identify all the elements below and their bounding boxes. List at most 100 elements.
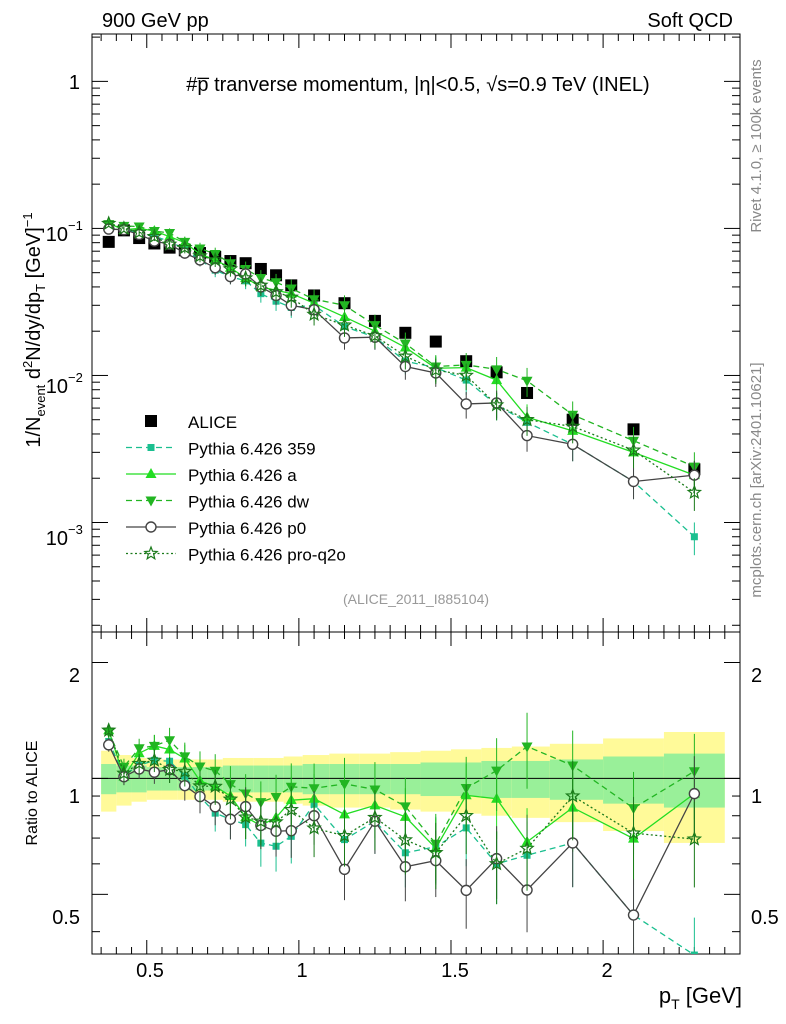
- data-point: [222, 260, 239, 276]
- legend-label: Pythia 6.426 359: [188, 440, 316, 459]
- xtick-0.5: 0.5: [136, 960, 164, 982]
- main-title: #p̅ tranverse momentum, |η|<0.5, √s=0.9 …: [186, 74, 649, 96]
- mcplots-label: mcplots.cern.ch [arXiv:2401.10621]: [748, 362, 765, 597]
- ratio-point: [283, 801, 299, 817]
- ratio-band-inner: [549, 759, 604, 800]
- ratio-point: [690, 951, 698, 954]
- xtick-1: 1: [296, 960, 307, 982]
- legend-marker: [145, 496, 157, 507]
- ratio-point: [688, 787, 701, 800]
- main-y-tick-labels: 1 10 −1 10 −2 10 −3: [46, 72, 83, 550]
- ratio-band-inner: [253, 765, 269, 793]
- ratio-point: [397, 831, 414, 847]
- legend-item: Pythia 6.426 p0: [126, 519, 306, 538]
- legend-item: Pythia 6.426 a: [126, 466, 297, 485]
- ratio-uncertainty-bands: [101, 731, 725, 843]
- ratio-point: [161, 761, 178, 777]
- ratio-plot-frame: [91, 631, 741, 955]
- header-left: 900 GeV pp: [102, 10, 209, 32]
- ratio-point: [146, 752, 163, 767]
- data-point: [101, 215, 117, 231]
- ratio-band-inner: [420, 762, 451, 797]
- svg-text:1/Nevent d2N/dy/dpT [GeV]−1: 1/Nevent d2N/dy/dpT [GeV]−1: [20, 212, 48, 447]
- main-plot-series: [101, 215, 703, 556]
- ratio-point: [367, 809, 383, 825]
- ratio-ytick-1-left: 1: [69, 786, 80, 808]
- data-point: [339, 301, 351, 312]
- legend-item: Pythia 6.426 pro-q2o: [126, 545, 346, 565]
- data-point: [460, 398, 472, 410]
- ratio-ytick-2-right: 2: [751, 665, 762, 687]
- ratio-band-inner: [511, 760, 550, 798]
- data-point: [283, 289, 299, 304]
- data-point: [102, 235, 115, 248]
- ratio-point: [270, 792, 282, 803]
- data-point: [491, 365, 503, 376]
- ratio-point: [564, 787, 581, 803]
- data-point: [627, 475, 640, 488]
- data-point: [306, 306, 322, 322]
- ratio-point: [179, 752, 191, 763]
- legend-label: Pythia 6.426 a: [188, 466, 297, 485]
- ratio-point: [458, 807, 474, 823]
- ratio-point: [336, 827, 353, 843]
- data-point: [521, 376, 533, 387]
- ratio-point: [428, 844, 444, 860]
- x-axis-label: pT [GeV]: [659, 983, 742, 1012]
- legend-label: Pythia 6.426 pro-q2o: [188, 546, 346, 565]
- ratio-point: [491, 766, 503, 777]
- data-point: [254, 262, 267, 275]
- ratio-point: [627, 909, 640, 921]
- data-point: [207, 251, 223, 267]
- legend-item: ALICE: [145, 413, 237, 432]
- ratio-point: [133, 744, 145, 755]
- data-point: [690, 533, 698, 541]
- ytick-label-0.001: 10 −3: [46, 522, 83, 550]
- ratio-point: [399, 802, 411, 813]
- ratio-ytick-1-right: 1: [751, 786, 762, 808]
- svg-text:−2: −2: [68, 370, 83, 385]
- legend-marker: [145, 415, 157, 427]
- legend-label: ALICE: [188, 413, 237, 432]
- ratio-point: [308, 784, 320, 795]
- data-point: [686, 484, 703, 500]
- ratio-point: [131, 755, 147, 771]
- data-point: [131, 224, 147, 239]
- legend-marker: [147, 444, 155, 451]
- data-point: [270, 278, 282, 289]
- ytick-label-0.01: 10 −2: [46, 370, 83, 398]
- svg-text:10: 10: [46, 528, 68, 550]
- data-point: [253, 277, 269, 292]
- data-point: [148, 227, 160, 238]
- data-point: [428, 361, 444, 377]
- x-tick-labels: 0.5 1 1.5 2: [136, 960, 612, 982]
- svg-text:10: 10: [46, 224, 68, 246]
- data-point: [116, 220, 132, 236]
- data-point: [237, 269, 254, 285]
- main-plot-frame: [91, 33, 741, 633]
- rivet-version-label: Rivet 4.1.0, ≥ 100k events: [748, 59, 765, 232]
- data-point: [164, 229, 176, 240]
- ratio-point: [164, 736, 176, 747]
- ratio-point: [237, 809, 254, 824]
- legend-label: Pythia 6.426 p0: [188, 519, 306, 538]
- ratio-y-tick-labels: 2 1 0.5 2 1 0.5: [52, 665, 779, 929]
- data-point: [399, 339, 411, 350]
- data-point: [429, 335, 442, 348]
- data-point: [488, 396, 505, 412]
- legend-label: Pythia 6.426 dw: [188, 493, 310, 512]
- data-point: [367, 327, 383, 343]
- data-point: [268, 283, 284, 299]
- xtick-2: 2: [601, 960, 612, 982]
- ratio-ytick-0.5-left: 0.5: [52, 907, 80, 929]
- ratio-point: [625, 824, 642, 840]
- series-pythia-6-426-pro-q2o: [101, 215, 703, 511]
- ratio-ytick-2-left: 2: [69, 665, 80, 687]
- ratio-point: [306, 819, 322, 835]
- ratio-point: [521, 742, 533, 753]
- data-point: [177, 239, 193, 255]
- ytick-label-1: 1: [69, 72, 80, 94]
- ratio-point: [339, 779, 351, 790]
- svg-text:−3: −3: [68, 522, 83, 537]
- ratio-point: [116, 765, 132, 780]
